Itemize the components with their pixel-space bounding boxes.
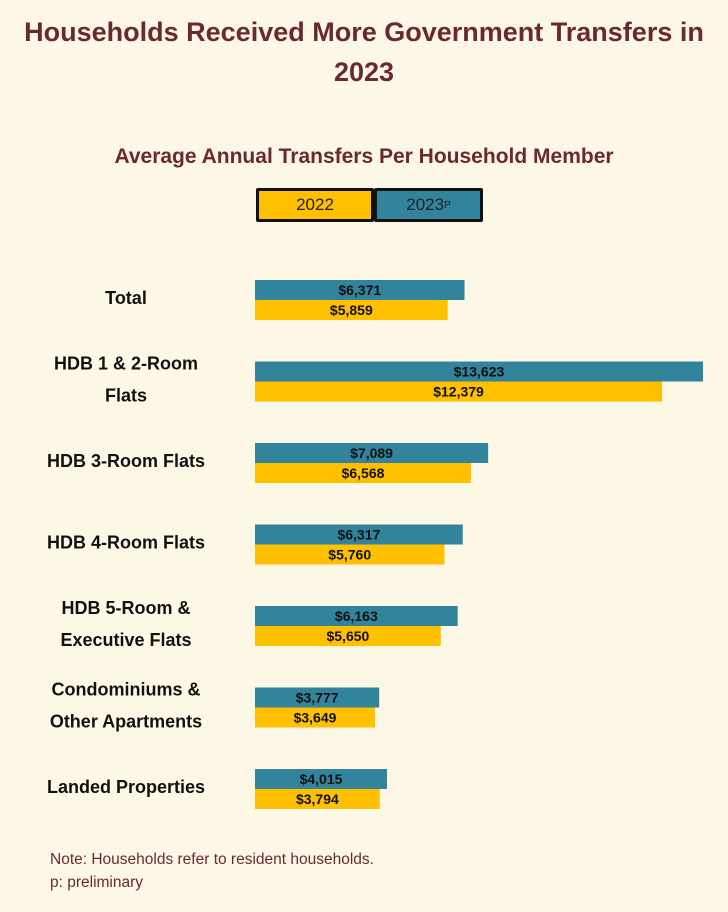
bar-2023 <box>255 524 463 545</box>
bar-2022 <box>255 626 441 646</box>
bar-2022 <box>255 381 663 402</box>
bar-2022 <box>255 544 445 565</box>
footnote-line-2: p: preliminary <box>50 874 144 891</box>
category-label: Total <box>105 288 147 308</box>
category-label: HDB 1 & 2-Room Flats <box>54 354 198 406</box>
category-label: Condominiums & Other Apartments <box>50 680 202 732</box>
legend-item-2022: 2022 <box>256 188 374 222</box>
legend-label-2023: 2023 <box>406 195 445 214</box>
bar-2023 <box>255 361 703 382</box>
category-label: HDB 4-Room Flats <box>47 533 205 553</box>
chart-title: Households Received More Government Tran… <box>24 17 704 87</box>
data-label: $12,379 <box>433 384 484 400</box>
bar-2022 <box>255 789 380 809</box>
footnote-line-1: Note: Households refer to resident house… <box>50 851 374 868</box>
bar-2022 <box>255 300 448 320</box>
data-label: $6,317 <box>337 527 380 543</box>
bar-2023 <box>255 443 489 463</box>
bar-2023 <box>255 769 388 789</box>
legend-label-2023-superscript: P <box>444 199 451 211</box>
category-label: Landed Properties <box>47 777 205 797</box>
data-label: $13,623 <box>454 364 505 380</box>
category-label: HDB 3-Room Flats <box>47 451 205 471</box>
category-label: HDB 5-Room & Executive Flats <box>60 598 191 650</box>
data-label: $5,650 <box>326 628 369 644</box>
legend-item-2023: 2023 P <box>374 188 483 222</box>
data-label: $3,794 <box>296 791 339 807</box>
data-label: $5,859 <box>330 302 373 318</box>
data-label: $3,777 <box>296 690 339 706</box>
footnote: Note: Households refer to resident house… <box>50 848 374 894</box>
data-label: $5,760 <box>328 547 371 563</box>
data-label: $4,015 <box>300 771 343 787</box>
chart-subtitle: Average Annual Transfers Per Household M… <box>114 145 614 168</box>
legend-label-2022: 2022 <box>296 195 334 214</box>
data-label: $6,568 <box>342 465 385 481</box>
data-label: $7,089 <box>350 445 393 461</box>
data-label: $6,371 <box>338 282 381 298</box>
legend: 2022 2023 P <box>256 188 483 222</box>
bar-2023 <box>255 280 465 300</box>
bar-2022 <box>255 463 471 483</box>
data-label: $3,649 <box>294 710 337 726</box>
bar-2023 <box>255 687 380 708</box>
bar-2022 <box>255 707 375 728</box>
data-label: $6,163 <box>335 608 378 624</box>
bar-chart: Total $6,371 $5,859 HDB 1 & 2-Room Flats $13,… <box>47 280 703 809</box>
bar-2023 <box>255 606 458 626</box>
